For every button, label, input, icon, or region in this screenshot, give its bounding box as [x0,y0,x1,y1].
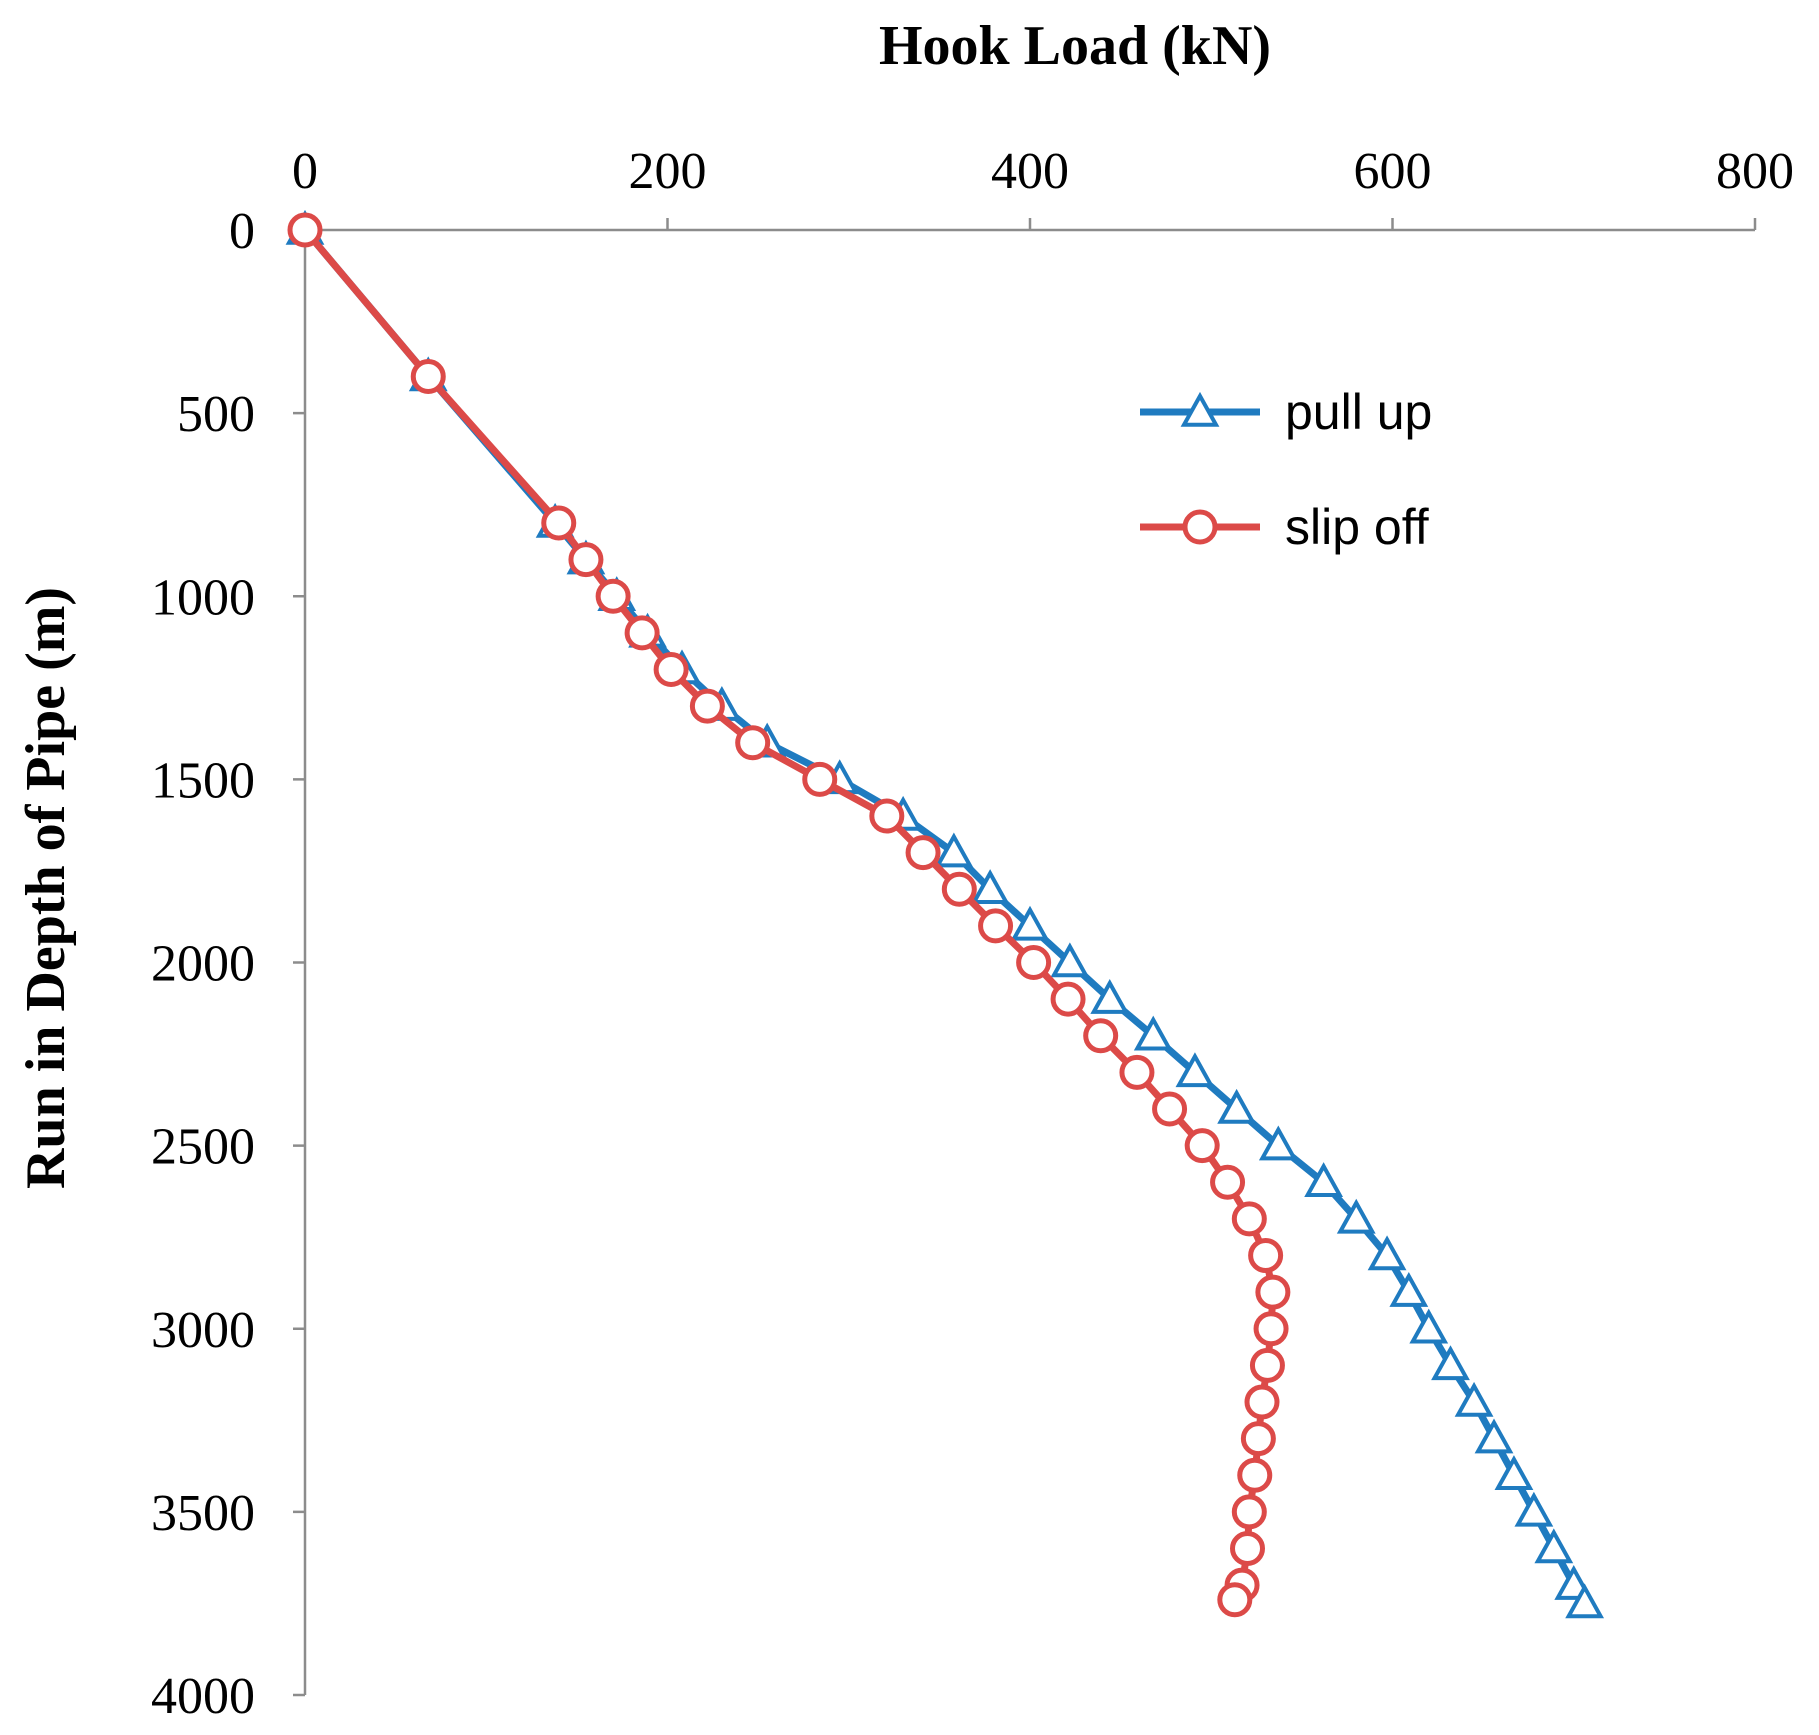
x-tick-label: 200 [629,143,707,200]
series-line-slip-off [301,226,1277,1604]
data-point-slip-off [1210,1164,1246,1200]
legend-label-pull-up: pull up [1285,384,1432,440]
data-point-pull-up [1010,905,1050,941]
axes: 0 200 400 600 800 0 500 1000 1500 2000 2500 3000 350… [151,143,1794,1725]
data-point-slip-off [595,578,631,614]
data-point-slip-off [624,615,660,651]
legend: pull up slip off [1140,384,1432,555]
data-point-slip-off [653,652,689,687]
y-axis-title: Run in Depth of Pipe (m) [15,587,77,1189]
data-point-slip-off [1253,1311,1289,1347]
data-point-slip-off [1119,1054,1155,1090]
data-point-slip-off [1231,1201,1267,1237]
data-point-slip-off [802,761,838,797]
data-point-pull-up [970,869,1010,905]
y-tick-label: 2500 [151,1119,255,1176]
y-tick-label: 3500 [151,1485,255,1542]
data-point-pull-up [1454,1381,1494,1417]
data-point-slip-off [568,542,604,578]
data-point-pull-up [1514,1491,1554,1527]
data-point-pull-up [1133,1015,1173,1051]
data-point-slip-off [1016,945,1052,980]
x-tick-label: 400 [991,143,1069,200]
data-point-slip-off [1248,1238,1284,1273]
data-point-pull-up [934,832,974,868]
data-point-slip-off [1217,1582,1253,1618]
data-point-pull-up [1389,1272,1429,1307]
data-point-pull-up [1409,1308,1449,1344]
data-point-slip-off [287,212,323,248]
legend-label-slip-off: slip off [1285,499,1429,555]
y-tick-label: 1000 [151,569,255,626]
data-point-slip-off [541,505,577,541]
data-point-slip-off [941,871,977,907]
data-point-slip-off [1152,1091,1188,1127]
data-point-slip-off [1050,981,1086,1017]
y-tick-label: 1500 [151,752,255,809]
data-point-pull-up [1431,1345,1470,1381]
x-axis-title: Hook Load (kN) [879,15,1271,77]
data-point-slip-off [1231,1494,1267,1530]
data-point-pull-up [1050,942,1090,978]
data-point-slip-off [1083,1018,1119,1054]
data-point-pull-up [1565,1583,1605,1619]
data-point-slip-off [1184,1128,1220,1164]
data-point-slip-off [1244,1384,1280,1420]
data-point-pull-up [1494,1455,1534,1491]
data-point-slip-off [1255,1274,1291,1310]
data-point-slip-off [869,798,905,834]
data-point-pull-up [1175,1052,1215,1088]
data-point-pull-up [1534,1528,1574,1564]
series-layer [285,209,1605,1619]
data-point-slip-off [1249,1347,1285,1383]
data-point-slip-off [905,835,941,871]
data-point-pull-up [1217,1088,1257,1124]
legend-marker-pull-up [1180,391,1220,427]
y-tick-label: 500 [177,386,255,443]
x-tick-label: 600 [1354,143,1432,200]
y-tick-label: 2000 [151,936,255,993]
data-point-pull-up [1090,979,1130,1014]
data-point-slip-off [410,359,446,394]
data-point-slip-off [1240,1421,1276,1457]
data-point-slip-off [735,725,771,761]
x-tick-label: 0 [292,143,318,200]
y-tick-label: 3000 [151,1302,255,1359]
data-point-slip-off [689,688,725,724]
data-point-slip-off [1230,1531,1265,1566]
x-tick-label: 800 [1716,143,1794,200]
data-point-pull-up [1304,1162,1344,1198]
data-point-pull-up [1336,1198,1376,1234]
data-point-pull-up [1474,1418,1514,1454]
data-point-pull-up [1367,1235,1407,1271]
y-tick-label: 4000 [151,1668,255,1725]
legend-marker-slip-off [1182,509,1218,545]
data-point-slip-off [1237,1457,1273,1493]
series-slip-off [287,212,1291,1618]
data-point-pull-up [1258,1125,1298,1161]
data-point-slip-off [978,908,1014,944]
y-tick-label: 0 [229,203,255,260]
